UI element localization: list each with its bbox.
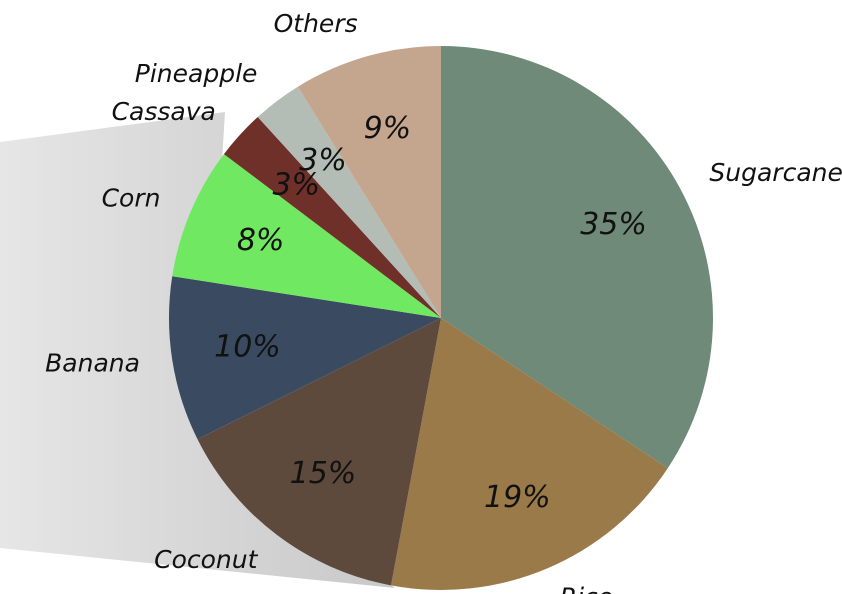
slices [169,46,713,591]
value-label: 15% [290,456,357,491]
labels: 35% Sugarcane 19% Rice 15% Coconut 10% Banana 8%… [45,9,842,594]
slice [197,318,441,586]
category-label: Sugarcane [709,158,842,187]
category-label: Pineapple [135,59,258,88]
value-label: 19% [484,480,551,515]
category-label: Coconut [154,545,258,574]
category-label: Banana [45,349,140,378]
slice [223,116,441,318]
category-label: Cassava [112,97,216,126]
value-label: 3% [272,168,320,203]
value-label: 10% [214,330,281,365]
slice [169,276,442,440]
slice [172,154,441,318]
category-label: Corn [102,183,161,212]
slice [441,46,713,469]
slice [297,46,441,318]
slice [257,86,441,318]
slice [391,318,668,591]
value-label: 9% [364,111,412,146]
category-label: Others [274,9,358,38]
value-label: 35% [580,207,647,242]
value-label: 3% [299,143,347,178]
value-label: 8% [237,223,285,258]
category-label: Rice [560,583,613,594]
